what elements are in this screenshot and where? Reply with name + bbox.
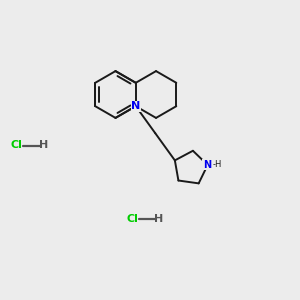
Text: H: H <box>39 140 48 151</box>
Text: Cl: Cl <box>11 140 22 151</box>
Text: N: N <box>203 160 211 170</box>
Text: -H: -H <box>213 160 222 169</box>
Text: N: N <box>131 101 140 111</box>
Text: Cl: Cl <box>126 214 138 224</box>
Text: H: H <box>154 214 164 224</box>
